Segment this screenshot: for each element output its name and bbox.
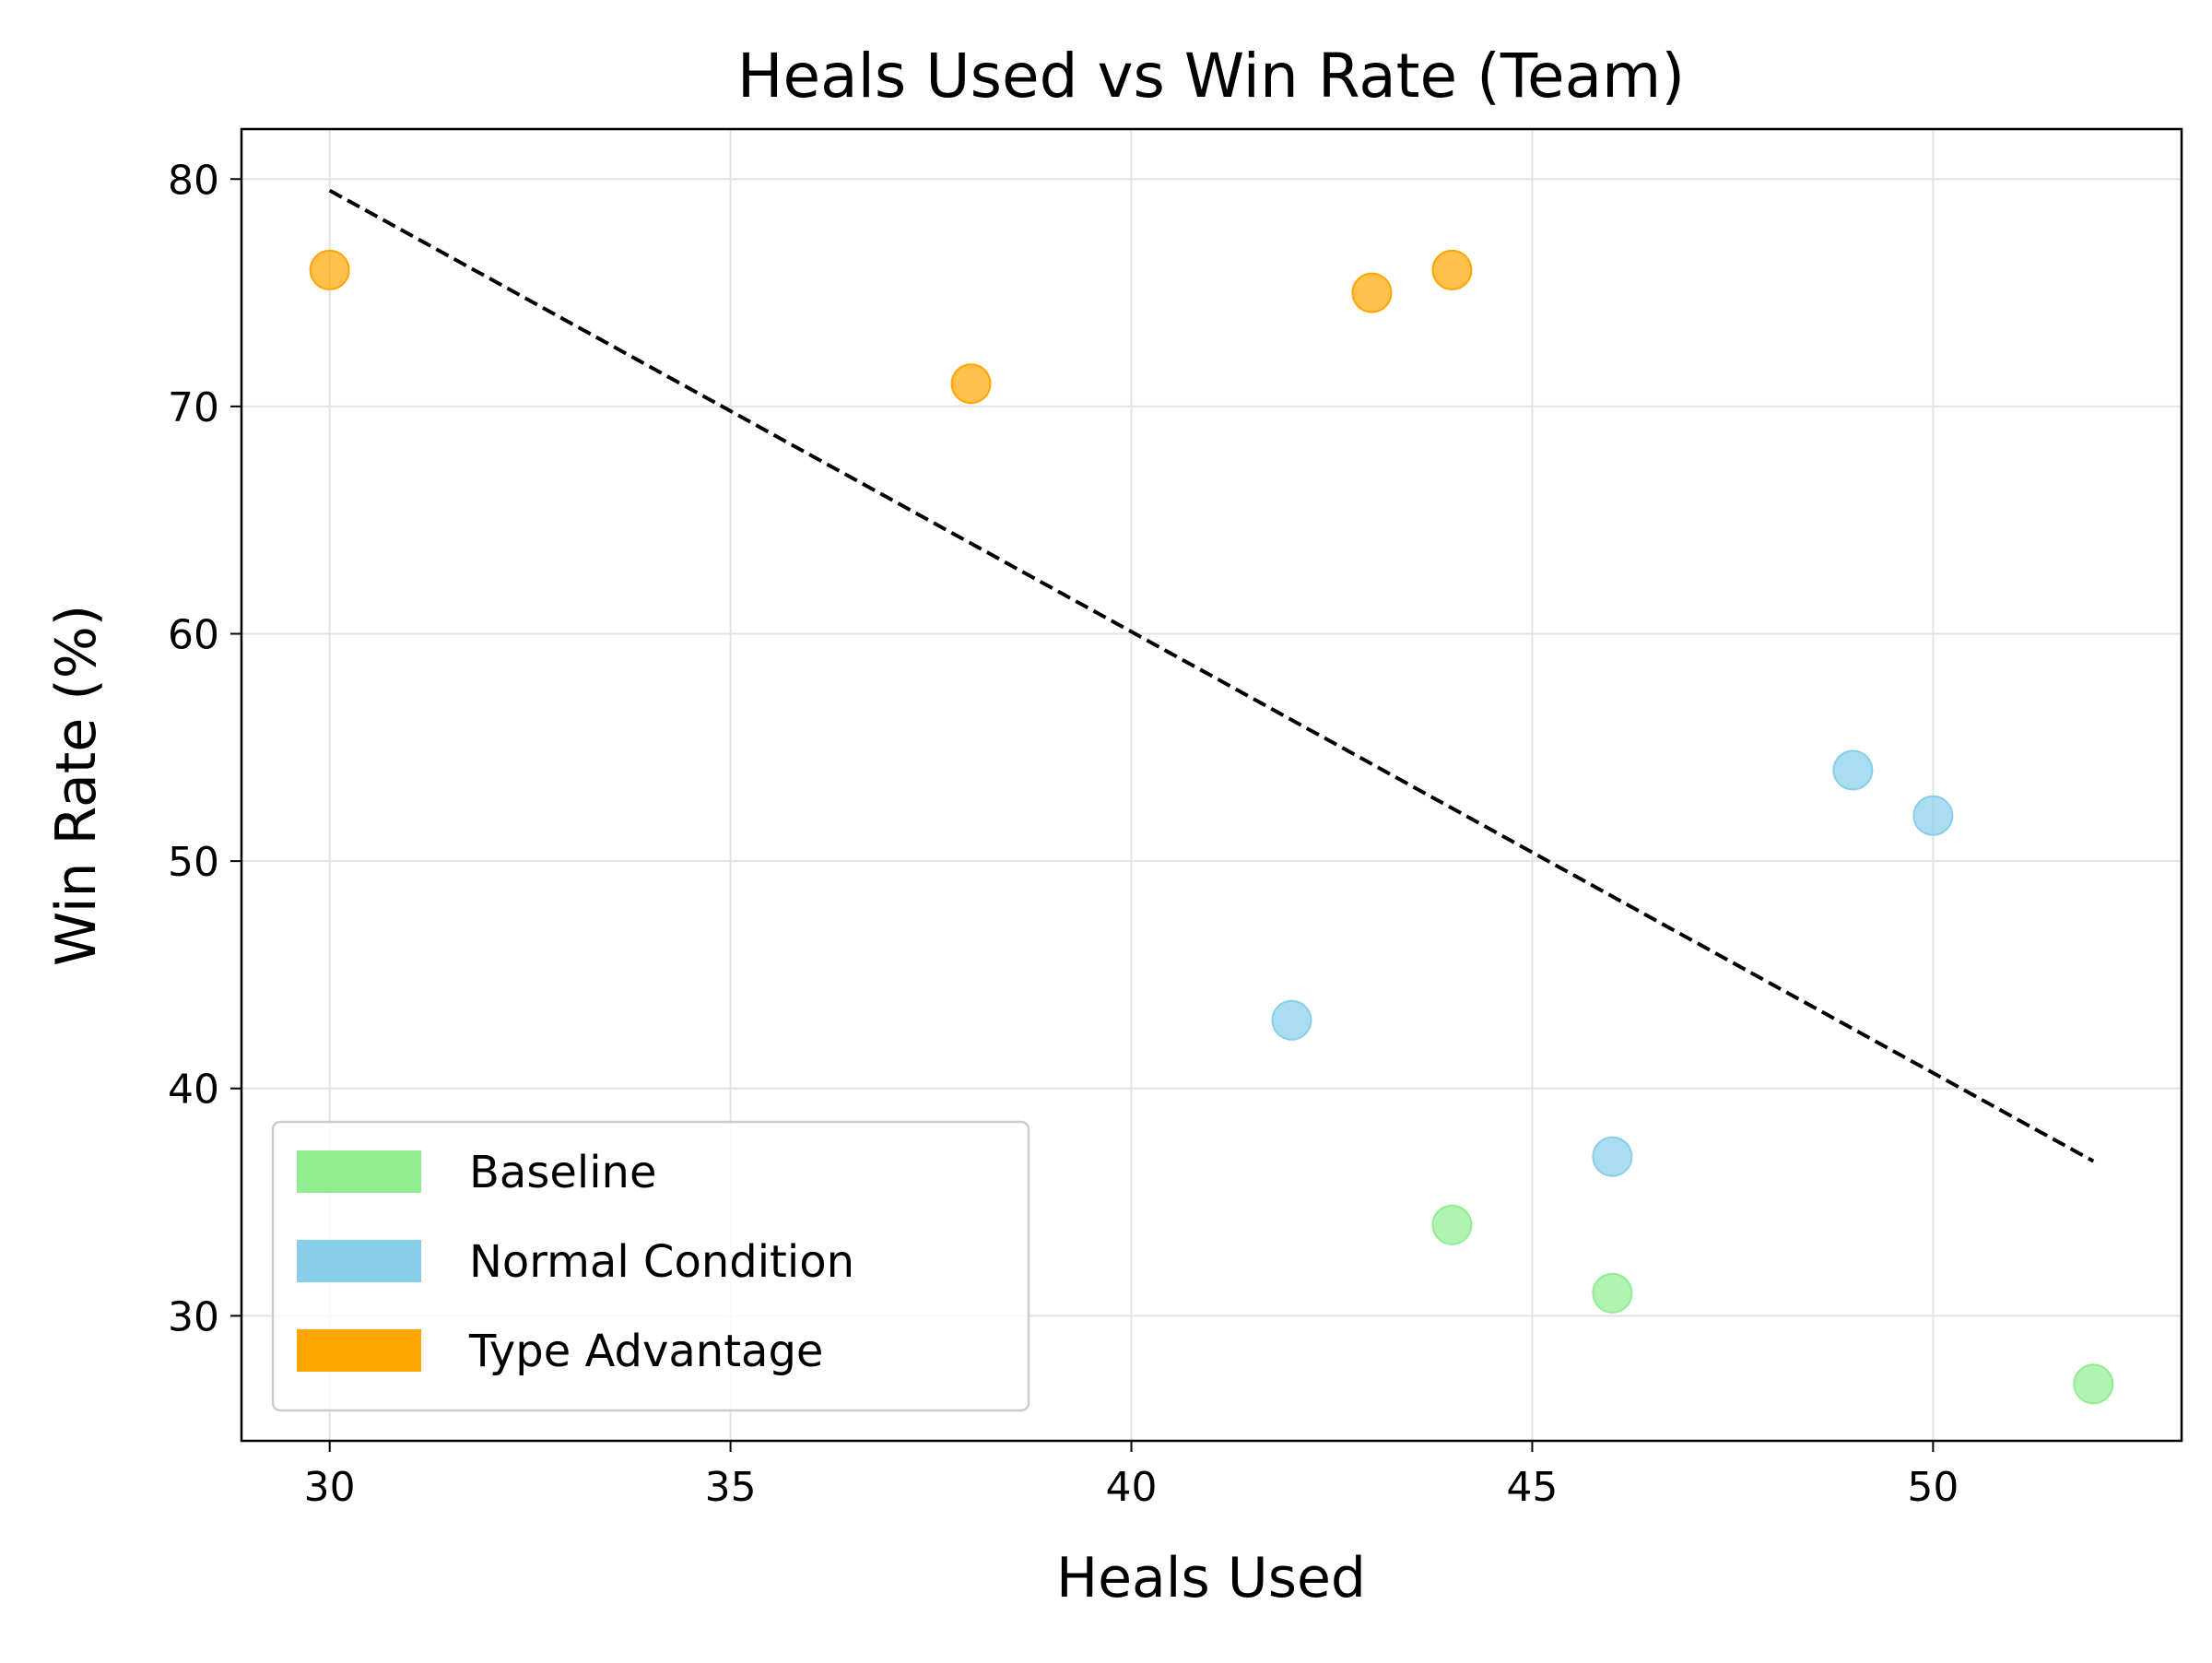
data-point <box>1351 272 1393 313</box>
data-point <box>1592 1272 1633 1314</box>
y-axis-label: Win Rate (%) <box>44 605 109 966</box>
trend-line <box>328 188 2095 1163</box>
data-point <box>1832 749 1874 791</box>
data-point <box>1431 1204 1473 1245</box>
chart-title: Heals Used vs Win Rate (Team) <box>737 41 1685 112</box>
data-points <box>309 249 2114 1405</box>
x-tick-label: 50 <box>1907 1464 1959 1511</box>
trend-line-group <box>328 188 2095 1163</box>
data-point <box>950 363 992 405</box>
y-tick-label: 70 <box>168 384 219 431</box>
legend: Baseline Normal Condition Type Advantage <box>271 1120 1030 1412</box>
y-tick-label: 80 <box>168 157 219 204</box>
legend-box <box>271 1120 1030 1412</box>
data-point <box>1592 1136 1633 1177</box>
x-tick-label: 45 <box>1506 1464 1558 1511</box>
y-tick-label: 50 <box>168 839 219 886</box>
x-axis-ticks: 30 35 40 45 50 <box>304 1441 1959 1511</box>
data-point <box>2073 1363 2114 1405</box>
y-tick-label: 30 <box>168 1293 219 1340</box>
legend-swatch <box>297 1240 421 1282</box>
legend-swatch <box>297 1150 421 1193</box>
x-axis-label: Heals Used <box>1056 1546 1366 1610</box>
x-tick-label: 35 <box>705 1464 757 1511</box>
x-tick-label: 30 <box>304 1464 356 1511</box>
y-tick-label: 60 <box>168 611 219 658</box>
data-point <box>309 249 350 290</box>
data-point <box>1271 999 1312 1041</box>
data-point <box>1431 249 1473 290</box>
legend-label: Type Advantage <box>468 1326 823 1377</box>
legend-swatch <box>297 1329 421 1372</box>
legend-label: Baseline <box>469 1147 657 1198</box>
grid-lines <box>241 129 2182 1441</box>
data-point <box>1912 795 1954 836</box>
y-axis-ticks: 30 40 50 60 70 80 <box>168 157 241 1340</box>
x-tick-label: 40 <box>1106 1464 1158 1511</box>
y-tick-label: 40 <box>168 1067 219 1114</box>
plot-frame <box>240 127 2183 1443</box>
legend-label: Normal Condition <box>469 1236 854 1288</box>
